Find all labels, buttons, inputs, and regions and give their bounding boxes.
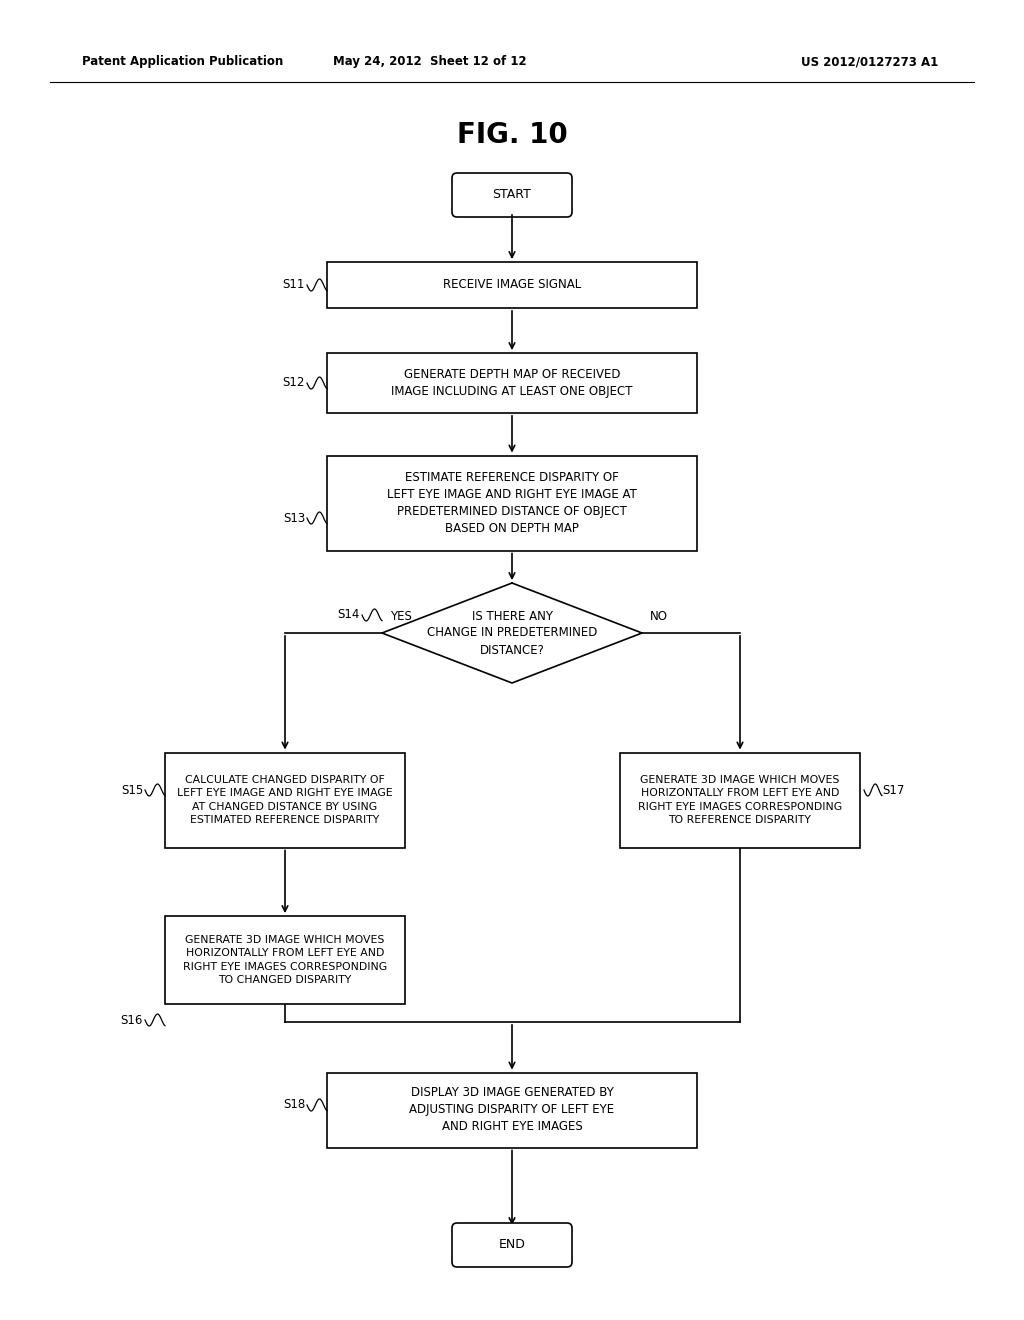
Text: S15: S15: [121, 784, 143, 796]
Text: Patent Application Publication: Patent Application Publication: [82, 55, 284, 69]
Text: GENERATE 3D IMAGE WHICH MOVES
HORIZONTALLY FROM LEFT EYE AND
RIGHT EYE IMAGES CO: GENERATE 3D IMAGE WHICH MOVES HORIZONTAL…: [638, 775, 842, 825]
Text: CALCULATE CHANGED DISPARITY OF
LEFT EYE IMAGE AND RIGHT EYE IMAGE
AT CHANGED DIS: CALCULATE CHANGED DISPARITY OF LEFT EYE …: [177, 775, 393, 825]
Text: RECEIVE IMAGE SIGNAL: RECEIVE IMAGE SIGNAL: [442, 279, 582, 292]
Text: US 2012/0127273 A1: US 2012/0127273 A1: [802, 55, 939, 69]
Text: IS THERE ANY
CHANGE IN PREDETERMINED
DISTANCE?: IS THERE ANY CHANGE IN PREDETERMINED DIS…: [427, 610, 597, 656]
Text: S14: S14: [338, 609, 360, 622]
Text: S13: S13: [283, 511, 305, 524]
Text: DISPLAY 3D IMAGE GENERATED BY
ADJUSTING DISPARITY OF LEFT EYE
AND RIGHT EYE IMAG: DISPLAY 3D IMAGE GENERATED BY ADJUSTING …: [410, 1086, 614, 1134]
Text: S17: S17: [882, 784, 904, 796]
Text: ESTIMATE REFERENCE DISPARITY OF
LEFT EYE IMAGE AND RIGHT EYE IMAGE AT
PREDETERMI: ESTIMATE REFERENCE DISPARITY OF LEFT EYE…: [387, 471, 637, 535]
Text: S12: S12: [283, 376, 305, 389]
Text: GENERATE 3D IMAGE WHICH MOVES
HORIZONTALLY FROM LEFT EYE AND
RIGHT EYE IMAGES CO: GENERATE 3D IMAGE WHICH MOVES HORIZONTAL…: [183, 935, 387, 985]
Text: S16: S16: [121, 1014, 143, 1027]
Bar: [327, 261, 697, 308]
Text: GENERATE DEPTH MAP OF RECEIVED
IMAGE INCLUDING AT LEAST ONE OBJECT: GENERATE DEPTH MAP OF RECEIVED IMAGE INC…: [391, 368, 633, 399]
FancyBboxPatch shape: [452, 173, 572, 216]
Bar: [327, 455, 697, 550]
Bar: [165, 752, 406, 847]
Text: YES: YES: [390, 610, 412, 623]
Bar: [620, 752, 860, 847]
Text: START: START: [493, 189, 531, 202]
FancyBboxPatch shape: [452, 1224, 572, 1267]
Text: May 24, 2012  Sheet 12 of 12: May 24, 2012 Sheet 12 of 12: [333, 55, 526, 69]
Text: S11: S11: [283, 279, 305, 292]
Bar: [165, 916, 406, 1005]
Text: S18: S18: [283, 1098, 305, 1111]
Polygon shape: [382, 583, 642, 682]
Bar: [327, 1072, 697, 1147]
Bar: [327, 352, 697, 413]
Text: END: END: [499, 1238, 525, 1251]
Text: FIG. 10: FIG. 10: [457, 121, 567, 149]
Text: NO: NO: [650, 610, 668, 623]
